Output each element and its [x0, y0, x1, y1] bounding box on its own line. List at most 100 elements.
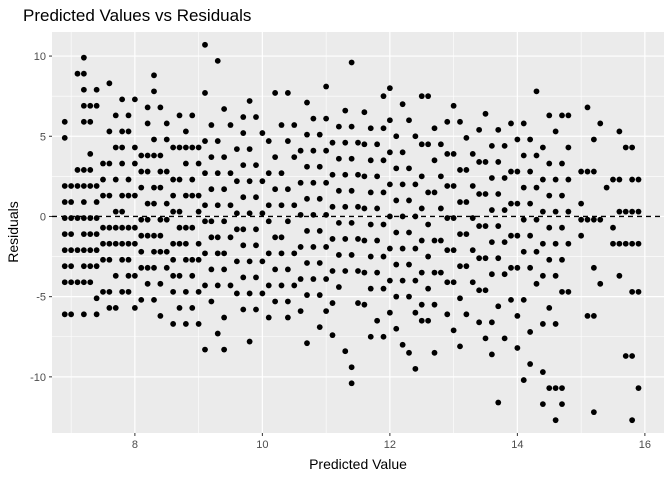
data-point — [304, 292, 310, 298]
data-point — [138, 216, 145, 223]
data-point — [412, 309, 419, 316]
data-point — [182, 128, 189, 135]
data-point — [329, 139, 336, 146]
data-point — [112, 208, 119, 215]
data-point — [361, 301, 368, 308]
y-tick-label: -5 — [36, 292, 46, 304]
data-point — [246, 210, 253, 217]
data-point — [335, 187, 342, 194]
data-point — [233, 226, 240, 233]
data-point — [578, 200, 585, 207]
data-point — [386, 85, 393, 92]
data-point — [610, 240, 616, 247]
data-point — [208, 154, 215, 161]
data-point — [469, 279, 476, 286]
data-point — [412, 213, 419, 220]
data-point — [616, 128, 623, 135]
data-point — [284, 138, 291, 144]
data-point — [61, 215, 68, 221]
data-point — [157, 168, 164, 175]
data-point — [272, 234, 279, 241]
data-point — [80, 199, 87, 205]
data-point — [182, 288, 189, 295]
data-point — [386, 117, 393, 124]
data-point — [87, 167, 94, 173]
data-point — [342, 139, 349, 146]
data-point — [335, 219, 342, 226]
data-point — [100, 176, 106, 183]
data-point — [80, 231, 87, 238]
data-point — [87, 231, 94, 238]
data-point — [367, 189, 374, 196]
data-point — [100, 192, 106, 199]
data-point — [240, 130, 247, 136]
data-point — [80, 167, 87, 173]
data-point — [374, 141, 381, 148]
data-point — [546, 304, 553, 311]
data-point — [125, 240, 132, 247]
data-point — [87, 151, 94, 157]
data-point — [539, 208, 546, 215]
data-point — [412, 245, 419, 252]
data-point — [476, 223, 483, 229]
data-point — [469, 183, 476, 189]
data-point — [399, 101, 406, 108]
data-point — [138, 152, 145, 159]
data-point — [131, 272, 138, 279]
data-point — [291, 122, 298, 128]
data-point — [444, 247, 451, 254]
data-point — [80, 279, 87, 286]
data-point — [374, 269, 381, 276]
data-point — [316, 131, 323, 138]
data-point — [138, 232, 145, 239]
data-point — [418, 301, 425, 308]
data-point — [578, 232, 585, 239]
data-point — [597, 120, 604, 127]
data-point — [559, 385, 565, 391]
data-point — [514, 313, 521, 319]
data-point — [240, 194, 247, 201]
data-point — [450, 247, 457, 254]
data-point — [182, 160, 189, 167]
data-point — [304, 260, 310, 266]
data-point — [323, 147, 330, 154]
plot-panel — [52, 32, 664, 433]
data-point — [393, 197, 400, 204]
data-point — [61, 134, 68, 141]
data-point — [265, 314, 272, 321]
data-point — [182, 256, 189, 263]
data-point — [87, 118, 94, 125]
data-point — [68, 263, 75, 270]
data-point — [380, 93, 387, 100]
data-point — [584, 168, 591, 175]
data-point — [635, 240, 642, 247]
data-point — [119, 208, 126, 215]
data-point — [304, 227, 310, 234]
data-point — [233, 258, 240, 265]
data-point — [202, 170, 208, 177]
data-point — [119, 128, 126, 135]
data-point — [399, 341, 406, 348]
data-point — [520, 248, 527, 255]
chart-title: Predicted Values vs Residuals — [23, 6, 251, 25]
data-point — [559, 288, 565, 295]
data-point — [565, 208, 572, 215]
data-point — [565, 240, 572, 247]
data-point — [61, 263, 68, 270]
data-point — [93, 215, 100, 221]
data-point — [221, 314, 228, 321]
data-point — [208, 218, 215, 225]
data-point — [157, 184, 164, 191]
data-point — [508, 120, 514, 127]
data-point — [119, 288, 126, 295]
data-point — [246, 258, 253, 265]
data-point — [253, 242, 259, 249]
data-point — [323, 276, 330, 282]
data-point — [214, 330, 221, 337]
data-point — [316, 163, 323, 170]
data-point — [380, 253, 387, 260]
data-point — [272, 186, 279, 193]
data-point — [163, 168, 170, 175]
data-point — [157, 313, 164, 319]
data-point — [329, 300, 336, 306]
